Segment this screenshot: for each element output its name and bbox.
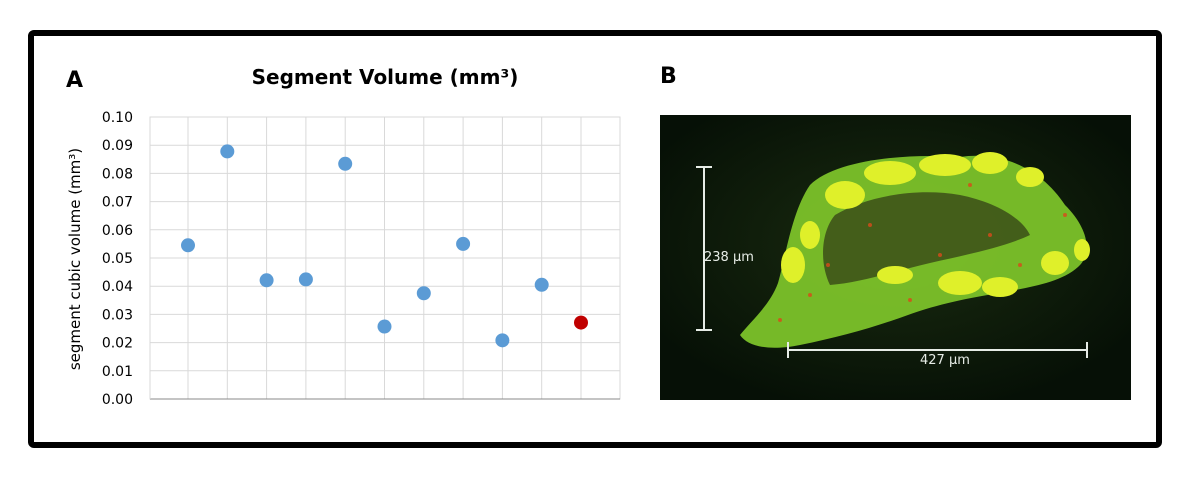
y-tick-label: 0.06 [102, 223, 133, 239]
data-point [298, 272, 313, 287]
panel-b-label: B [660, 64, 677, 89]
data-point [181, 238, 195, 253]
y-tick-label: 0.10 [102, 110, 133, 126]
horizontal-scale-label: 427 µm [920, 353, 970, 368]
chart-title: Segment Volume (mm³) [251, 65, 519, 89]
data-point [259, 273, 274, 288]
scale-bars [696, 166, 1088, 358]
data-point [416, 286, 431, 301]
bright-regions [781, 152, 1090, 297]
data-point [338, 156, 353, 171]
tissue-picture [660, 115, 1131, 400]
y-tick-label: 0.07 [102, 195, 133, 211]
y-tick-label: 0.08 [102, 166, 133, 182]
y-tick-label: 0.04 [102, 279, 133, 295]
data-point [377, 319, 392, 334]
data-point [534, 277, 549, 292]
scatter-chart: 0.00 0.01 0.02 0.03 0.04 0.05 0.06 0.07 0.08 0.09… [102, 110, 621, 408]
data-point [220, 144, 235, 159]
data-point [495, 333, 510, 348]
vertical-scale-label: 238 µm [704, 250, 754, 265]
y-tick-label: 0.09 [102, 138, 133, 154]
red-speckles [778, 183, 1067, 322]
y-tick-label: 0.05 [102, 251, 133, 267]
panel-a-label: A [66, 68, 84, 93]
microscopy-image: 238 µm 427 µm [660, 115, 1131, 400]
tissue-inner [823, 192, 1030, 285]
y-tick-label: 0.01 [102, 364, 133, 380]
y-tick-label: 0.02 [102, 336, 133, 352]
data-point [456, 236, 471, 251]
y-tick-label: 0.03 [102, 307, 133, 323]
y-tick-label: 0.00 [102, 392, 133, 408]
highlighted-data-point [574, 315, 588, 330]
